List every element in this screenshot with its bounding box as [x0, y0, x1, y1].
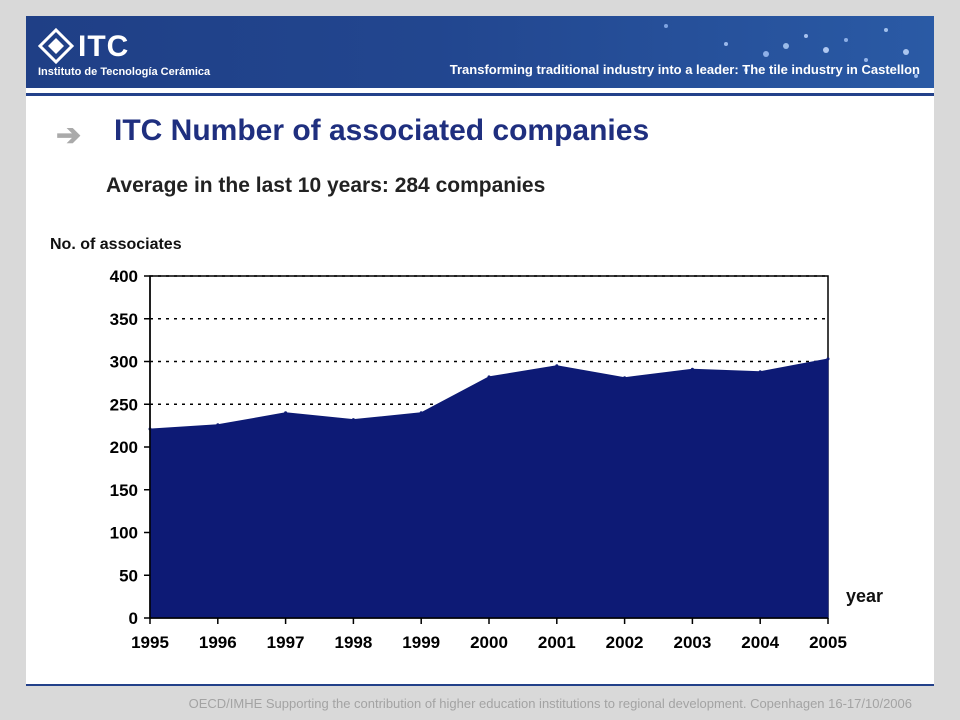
- data-point-1999: [419, 411, 423, 415]
- y-tick-label: 200: [110, 438, 138, 457]
- x-tick-label: 2003: [673, 633, 711, 652]
- logo-subtitle: Instituto de Tecnología Cerámica: [38, 66, 211, 78]
- y-tick-label: 150: [110, 481, 138, 500]
- header-banner: ITC Instituto de Tecnología Cerámica Tra…: [26, 16, 934, 88]
- footer-text: OECD/IMHE Supporting the contribution of…: [188, 696, 912, 711]
- y-tick-label: 350: [110, 310, 138, 329]
- decorative-dots-icon: [664, 24, 918, 78]
- y-axis-label: No. of associates: [50, 236, 182, 253]
- x-tick-label: 2004: [741, 633, 779, 652]
- x-tick-label: 2005: [809, 633, 847, 652]
- y-tick-label: 50: [119, 566, 138, 585]
- data-point-2000: [487, 375, 491, 379]
- bullet-arrow-icon: ➔: [56, 119, 82, 152]
- y-tick-label: 300: [110, 353, 138, 372]
- x-tick-label: 1997: [267, 633, 305, 652]
- y-tick-label: 100: [110, 524, 138, 543]
- area-series: [149, 358, 829, 619]
- logo-text: ITC: [78, 30, 130, 63]
- x-tick-label: 1995: [131, 633, 169, 652]
- data-point-2005: [826, 357, 830, 361]
- header-tagline: Transforming traditional industry into a…: [449, 62, 920, 77]
- data-point-1996: [216, 423, 220, 427]
- area-chart: 0 50 100 150 200 250 300 350 400 1995 1996 1997 1998…: [110, 267, 847, 652]
- data-point-1998: [351, 418, 355, 422]
- slide: ITC Instituto de Tecnología Cerámica Tra…: [26, 16, 934, 684]
- data-point-2004: [758, 370, 762, 374]
- y-tick-label: 0: [129, 609, 138, 628]
- logo-diamond-icon: [38, 28, 74, 64]
- x-tick-label: 2000: [470, 633, 508, 652]
- x-axis-label: year: [846, 586, 884, 606]
- x-tick-label: 2002: [606, 633, 644, 652]
- x-tick-label: 1999: [402, 633, 440, 652]
- data-point-1997: [284, 411, 288, 415]
- data-point-2002: [623, 376, 627, 380]
- x-tick-label: 1998: [334, 633, 372, 652]
- data-point-2003: [690, 367, 694, 371]
- slide-title: ITC Number of associated companies: [114, 114, 650, 147]
- x-tick-label: 1996: [199, 633, 237, 652]
- y-tick-label: 250: [110, 395, 138, 414]
- x-tick-label: 2001: [538, 633, 576, 652]
- header-divider: [26, 93, 934, 96]
- data-point-2001: [555, 364, 559, 368]
- slide-subtitle: Average in the last 10 years: 284 compan…: [106, 174, 546, 197]
- itc-logo: ITC Instituto de Tecnología Cerámica: [38, 24, 218, 80]
- footer-divider: [26, 684, 934, 686]
- y-tick-label: 400: [110, 267, 138, 286]
